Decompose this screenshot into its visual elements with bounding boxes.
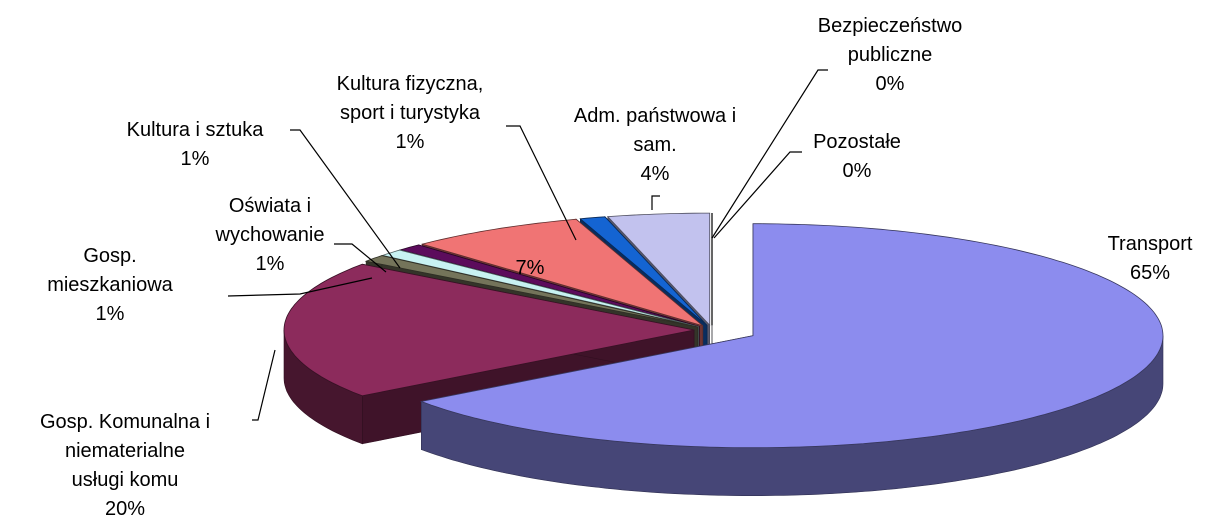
slice-label: Adm. państwowa i sam. 4% [574, 102, 736, 189]
value-label: 1% [95, 303, 125, 325]
value-label: 0% [842, 160, 872, 182]
slice-label: Kultura i sztuka 1% [127, 116, 264, 174]
category-label: Pozostałe [813, 131, 901, 153]
category-label: Transport [1107, 233, 1193, 255]
category-label: Kultura fizyczna, sport i turystyka [336, 73, 484, 124]
slice-label: Bezpieczeństwo publiczne 0% [818, 12, 963, 99]
slice [364, 255, 698, 328]
slice [606, 212, 711, 327]
leader-line [506, 125, 577, 241]
leader-line [651, 195, 660, 210]
slice [283, 263, 695, 397]
category-label: Bezpieczeństwo publiczne [817, 15, 963, 66]
value-label: 1% [255, 253, 285, 275]
slice [420, 218, 704, 327]
category-label: Oświata i wychowanie [215, 195, 325, 246]
slice-label: Gosp. Komunalna i niematerialne usługi k… [40, 408, 210, 524]
leader-line [227, 277, 373, 297]
value-label: 1% [395, 131, 425, 153]
value-label: 0% [875, 73, 905, 95]
category-label: Adm. państwowa i sam. [573, 105, 737, 156]
slice-label: Pozostałe 0% [813, 128, 901, 186]
slice-label: Oświata i wychowanie 1% [216, 192, 325, 279]
slice-label: 7% [516, 254, 545, 283]
slices [283, 212, 1164, 496]
value-label: 7% [515, 257, 545, 279]
slice-label: Gosp. mieszkaniowa 1% [47, 242, 173, 329]
slice [419, 223, 1164, 449]
leader-line [290, 129, 401, 269]
slice [579, 216, 708, 326]
leader-line [713, 151, 802, 239]
category-label: Gosp. mieszkaniowa [47, 245, 173, 296]
leader-line [334, 243, 387, 273]
leader-line [711, 69, 828, 239]
slice-label: Kultura fizyczna, sport i turystyka 1% [337, 70, 484, 157]
slice-label: Transport 65% [1108, 230, 1193, 288]
leader-line [252, 349, 276, 421]
value-label: 65% [1129, 262, 1171, 284]
value-label: 1% [180, 148, 210, 170]
category-label: Gosp. Komunalna i niematerialne usługi k… [39, 411, 211, 491]
value-label: 20% [104, 498, 146, 520]
value-label: 4% [640, 163, 670, 185]
category-label: Kultura i sztuka [126, 119, 264, 141]
